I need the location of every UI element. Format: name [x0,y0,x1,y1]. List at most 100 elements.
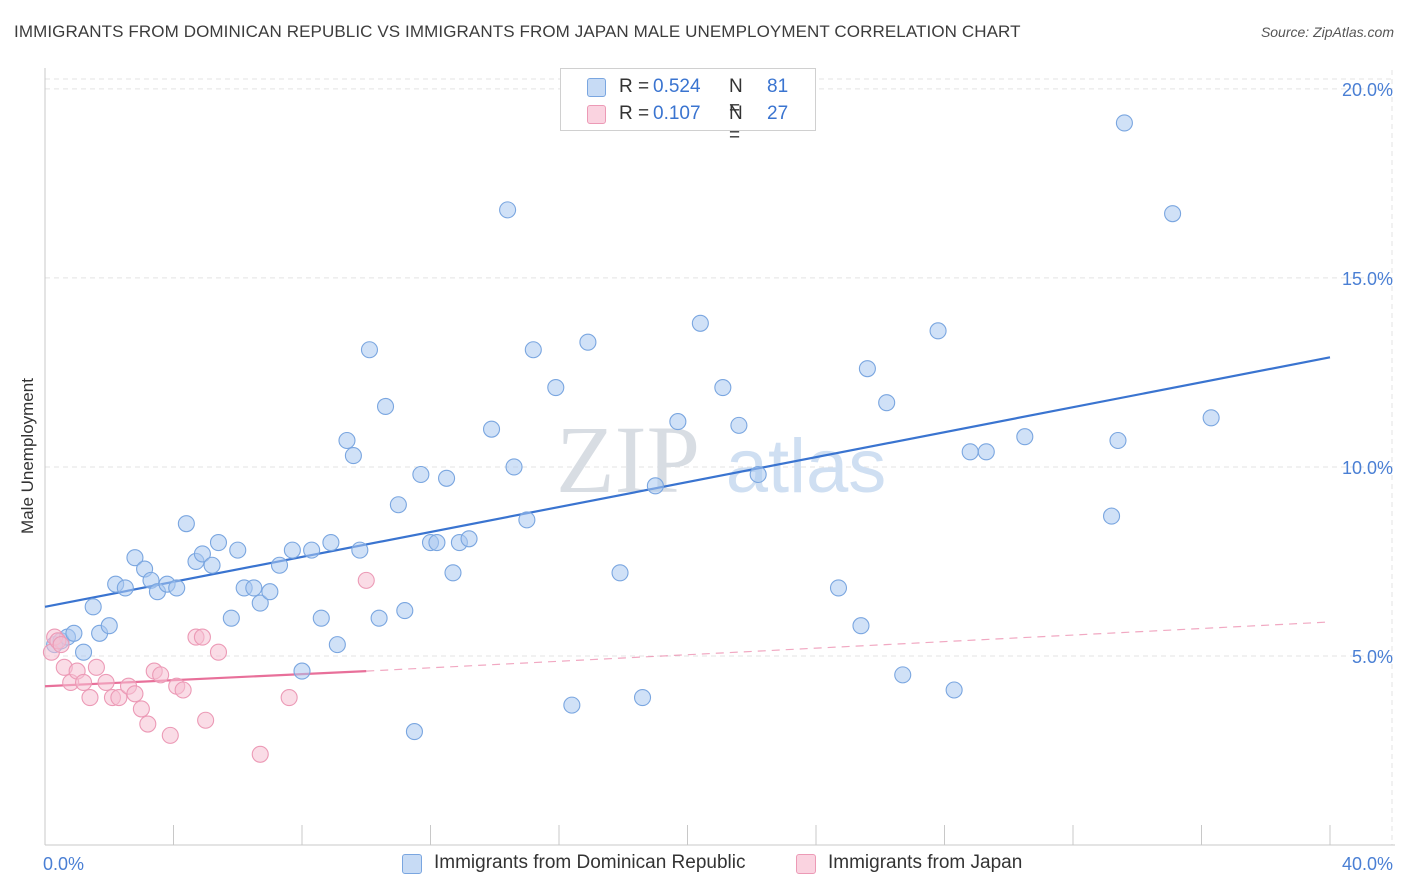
point-dominican [669,413,687,431]
point-japan [209,643,228,661]
point-japan [132,700,150,718]
legend-n-label: N = [729,76,743,119]
point-japan [152,666,170,684]
point-dominican [283,541,301,559]
point-dominican [714,379,732,397]
point-dominican [444,564,462,582]
point-dominican [482,420,501,438]
point-dominican [261,583,279,601]
point-japan [97,673,115,691]
point-dominican [691,314,709,332]
point-japan [193,628,211,646]
legend-n-value: 81 [767,76,789,97]
point-dominican [328,636,346,654]
data-points [42,114,1220,763]
point-dominican [193,545,211,563]
legend-swatch-japan [796,854,816,874]
trendline-dominican [44,356,1331,608]
point-japan [197,711,215,729]
point-dominican [251,594,269,612]
point-dominican [203,556,221,574]
point-dominican [524,341,542,359]
point-dominican [611,564,629,582]
legend-label-dominican: Immigrants from Dominican Republic [434,852,746,873]
point-japan [357,571,375,589]
point-dominican [730,416,748,434]
point-dominican [376,397,395,416]
point-japan [251,745,269,763]
y-tick-label: 15.0% [1342,269,1393,289]
point-japan [280,689,298,707]
point-dominican [428,534,446,552]
point-japan [75,673,93,691]
legend-r-value: 0.524 [653,76,701,97]
point-dominican [116,579,134,597]
point-dominican [961,443,979,461]
legend-n-label: N = [729,103,743,146]
point-dominican [1202,409,1220,427]
source-label: Source: ZipAtlas.com [1260,24,1394,40]
legend-n-value: 27 [767,103,789,124]
point-dominican [370,609,388,627]
point-dominican [303,541,321,559]
point-japan [110,689,128,707]
point-dominican [977,443,995,461]
point-japan [87,658,105,676]
y-tick-label: 5.0% [1352,647,1393,667]
point-dominican [412,465,430,484]
point-dominican [460,530,478,548]
point-dominican [344,447,362,465]
point-dominican [929,322,947,340]
point-dominican [499,201,517,219]
point-japan [126,685,144,703]
point-dominican [852,617,870,635]
point-dominican [351,541,369,559]
legend-label-japan: Immigrants from Japan [828,852,1023,873]
point-dominican [322,534,340,552]
x-tick-label: 0.0% [43,854,84,874]
point-dominican [646,477,664,495]
point-dominican [293,662,311,680]
point-dominican [168,579,186,597]
point-dominican [100,617,118,635]
point-dominican [360,341,379,359]
point-dominican [518,511,536,529]
point-dominican [270,556,289,574]
axes [44,68,1395,846]
point-dominican [1109,431,1127,450]
correlation-legend: R = 0.524 N = 81 R = 0.107 N = 27 [560,68,816,146]
point-dominican [749,465,767,484]
legend-r-value: 0.107 [653,103,701,124]
point-dominican [1103,507,1121,525]
legend-r-label: R = [619,76,650,97]
point-dominican [389,496,407,514]
chart-title: IMMIGRANTS FROM DOMINICAN REPUBLIC VS IM… [14,22,1021,41]
point-dominican [505,458,523,476]
point-dominican [633,689,652,707]
watermark-atlas: atlas [726,424,887,509]
y-tick-label: 10.0% [1342,458,1393,478]
point-japan [52,636,70,654]
point-dominican [222,609,240,627]
point-japan [81,689,99,707]
point-dominican [126,549,144,567]
point-dominican [563,696,581,714]
point-japan [161,726,179,744]
point-japan [174,681,192,699]
point-dominican [65,624,83,642]
point-dominican [858,360,876,378]
point-dominican [209,534,228,552]
point-dominican [945,681,963,699]
point-dominican [405,723,423,741]
point-dominican [312,609,330,627]
point-dominican [1016,428,1034,446]
legend-swatch-dominican [402,854,422,874]
point-dominican [829,579,848,597]
point-japan [139,715,157,733]
point-dominican [338,431,356,450]
point-dominican [579,333,597,351]
point-dominican [177,515,195,533]
trendline-japan-extension [366,621,1331,672]
point-dominican [438,469,456,487]
